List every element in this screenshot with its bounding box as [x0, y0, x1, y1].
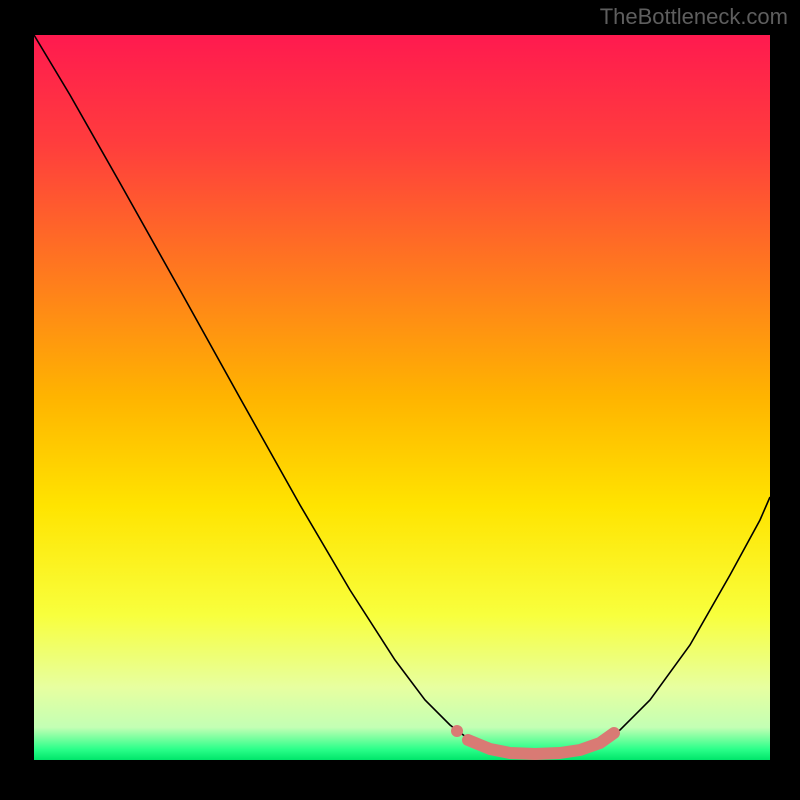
plot-background — [34, 35, 770, 760]
bottleneck-curve-chart — [0, 0, 800, 800]
highlight-dot — [451, 725, 463, 737]
watermark-text: TheBottleneck.com — [600, 4, 788, 30]
chart-container — [0, 0, 800, 800]
